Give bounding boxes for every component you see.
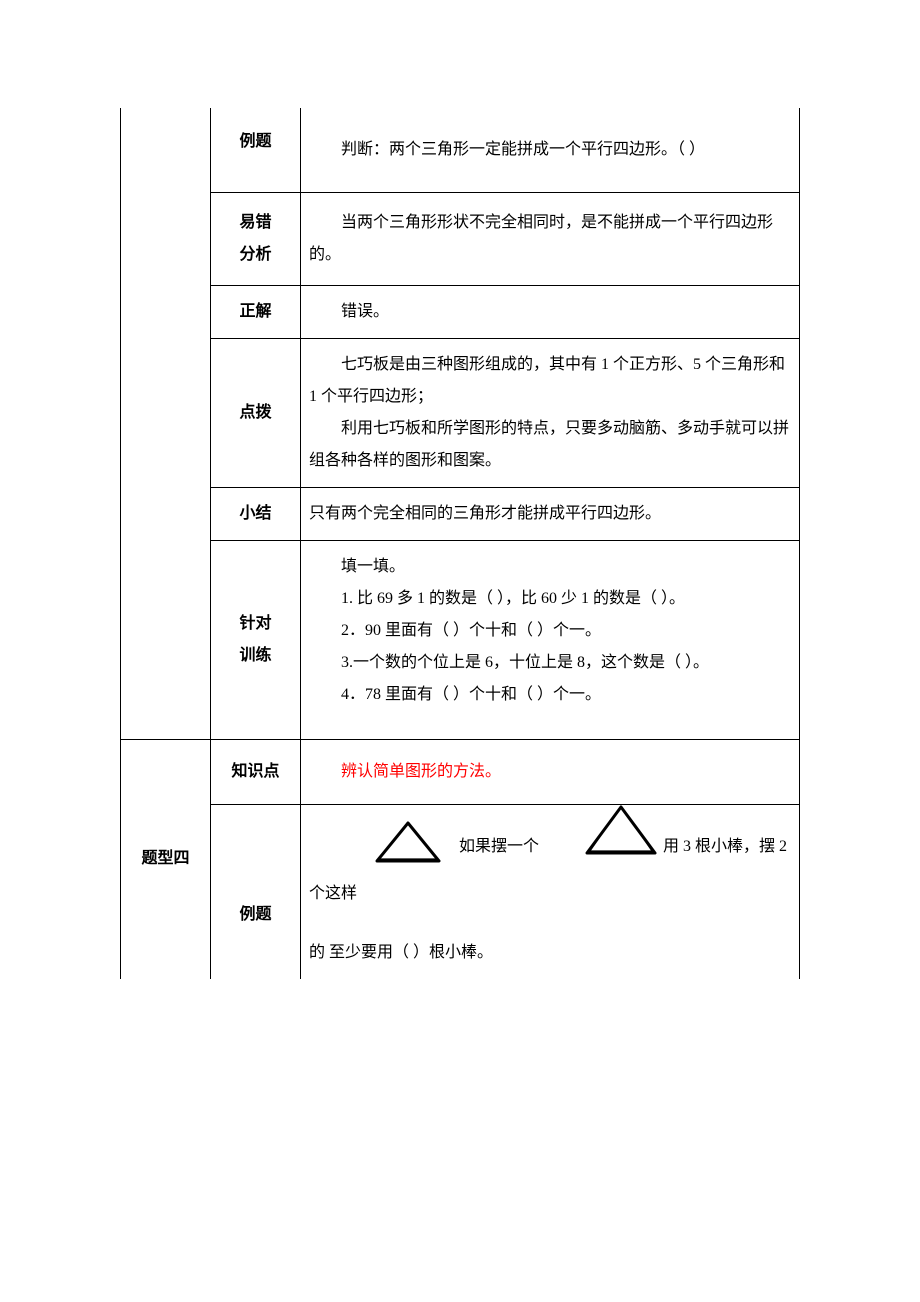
row-practice: 针对 训练 填一填。 1. 比 69 多 1 的数是（ ），比 60 少 1 的…	[121, 541, 800, 740]
tip-p2: 利用七巧板和所学图形的特点，只要多动脑筋、多动手就可以拼组各种各样的图形和图案。	[309, 413, 791, 477]
error-text: 当两个三角形形状不完全相同时，是不能拼成一个平行四边形的。	[309, 207, 791, 271]
triangle-small-icon	[341, 819, 443, 876]
cell-summary: 只有两个完全相同的三角形才能拼成平行四边形。	[301, 488, 800, 541]
example1-text: 判断：两个三角形一定能拼成一个平行四边形。（ ）	[309, 134, 791, 166]
practice-q1: 1. 比 69 多 1 的数是（ ），比 60 少 1 的数是（ ）。	[309, 583, 791, 615]
row-knowledge: 题型四 知识点 辨认简单图形的方法。	[121, 740, 800, 805]
example2-pre: 如果摆一个	[459, 838, 539, 855]
section-left-empty	[121, 108, 211, 740]
practice-q2: 2．90 里面有（ ）个十和（ ）个一。	[309, 615, 791, 647]
example2-line1: 如果摆一个 用 3 根小棒，摆 2 个这样	[309, 815, 791, 909]
label-example: 例题	[211, 108, 301, 193]
cell-knowledge: 辨认简单图形的方法。	[301, 740, 800, 805]
label-summary: 小结	[211, 488, 301, 541]
label-practice: 针对 训练	[211, 541, 301, 740]
label-practice-2: 训练	[219, 640, 292, 672]
practice-intro: 填一填。	[309, 551, 791, 583]
label-practice-1: 针对	[219, 608, 292, 640]
correct-text: 错误。	[309, 296, 791, 328]
label-correct: 正解	[211, 286, 301, 339]
label-tip: 点拨	[211, 339, 301, 488]
row-error-analysis: 易错 分析 当两个三角形形状不完全相同时，是不能拼成一个平行四边形的。	[121, 193, 800, 286]
row-example-2: 例题 如果摆一个	[121, 805, 800, 979]
row-tip: 点拨 七巧板是由三种图形组成的，其中有 1 个正方形、5 个三角形和 1 个平行…	[121, 339, 800, 488]
practice-q3: 3.一个数的个位上是 6，十位上是 8，这个数是（ ）。	[309, 647, 791, 679]
document-table: 例题 判断：两个三角形一定能拼成一个平行四边形。（ ） 易错 分析 当两个三角形…	[120, 108, 800, 979]
row-correct: 正解 错误。	[121, 286, 800, 339]
label-example-2: 例题	[211, 805, 301, 979]
triangle-large-icon	[551, 803, 659, 868]
cell-tip: 七巧板是由三种图形组成的，其中有 1 个正方形、5 个三角形和 1 个平行四边形…	[301, 339, 800, 488]
practice-q4: 4．78 里面有（ ）个十和（ ）个一。	[309, 679, 791, 711]
cell-example-2: 如果摆一个 用 3 根小棒，摆 2 个这样 的 至少要用（ ）根小棒。	[301, 805, 800, 979]
label-error-1: 易错	[219, 207, 292, 239]
cell-correct: 错误。	[301, 286, 800, 339]
row-example-1: 例题 判断：两个三角形一定能拼成一个平行四边形。（ ）	[121, 108, 800, 193]
label-knowledge: 知识点	[211, 740, 301, 805]
cell-practice: 填一填。 1. 比 69 多 1 的数是（ ），比 60 少 1 的数是（ ）。…	[301, 541, 800, 740]
row-summary: 小结 只有两个完全相同的三角形才能拼成平行四边形。	[121, 488, 800, 541]
summary-text: 只有两个完全相同的三角形才能拼成平行四边形。	[309, 498, 791, 530]
tip-p1: 七巧板是由三种图形组成的，其中有 1 个正方形、5 个三角形和 1 个平行四边形…	[309, 349, 791, 413]
cell-error-analysis: 当两个三角形形状不完全相同时，是不能拼成一个平行四边形的。	[301, 193, 800, 286]
label-section4: 题型四	[121, 740, 211, 979]
knowledge-text: 辨认简单图形的方法。	[309, 756, 791, 788]
cell-example-1: 判断：两个三角形一定能拼成一个平行四边形。（ ）	[301, 108, 800, 193]
label-error-analysis: 易错 分析	[211, 193, 301, 286]
page: 例题 判断：两个三角形一定能拼成一个平行四边形。（ ） 易错 分析 当两个三角形…	[0, 0, 920, 1302]
example2-line2: 的 至少要用（ ）根小棒。	[309, 937, 791, 969]
label-error-2: 分析	[219, 239, 292, 271]
